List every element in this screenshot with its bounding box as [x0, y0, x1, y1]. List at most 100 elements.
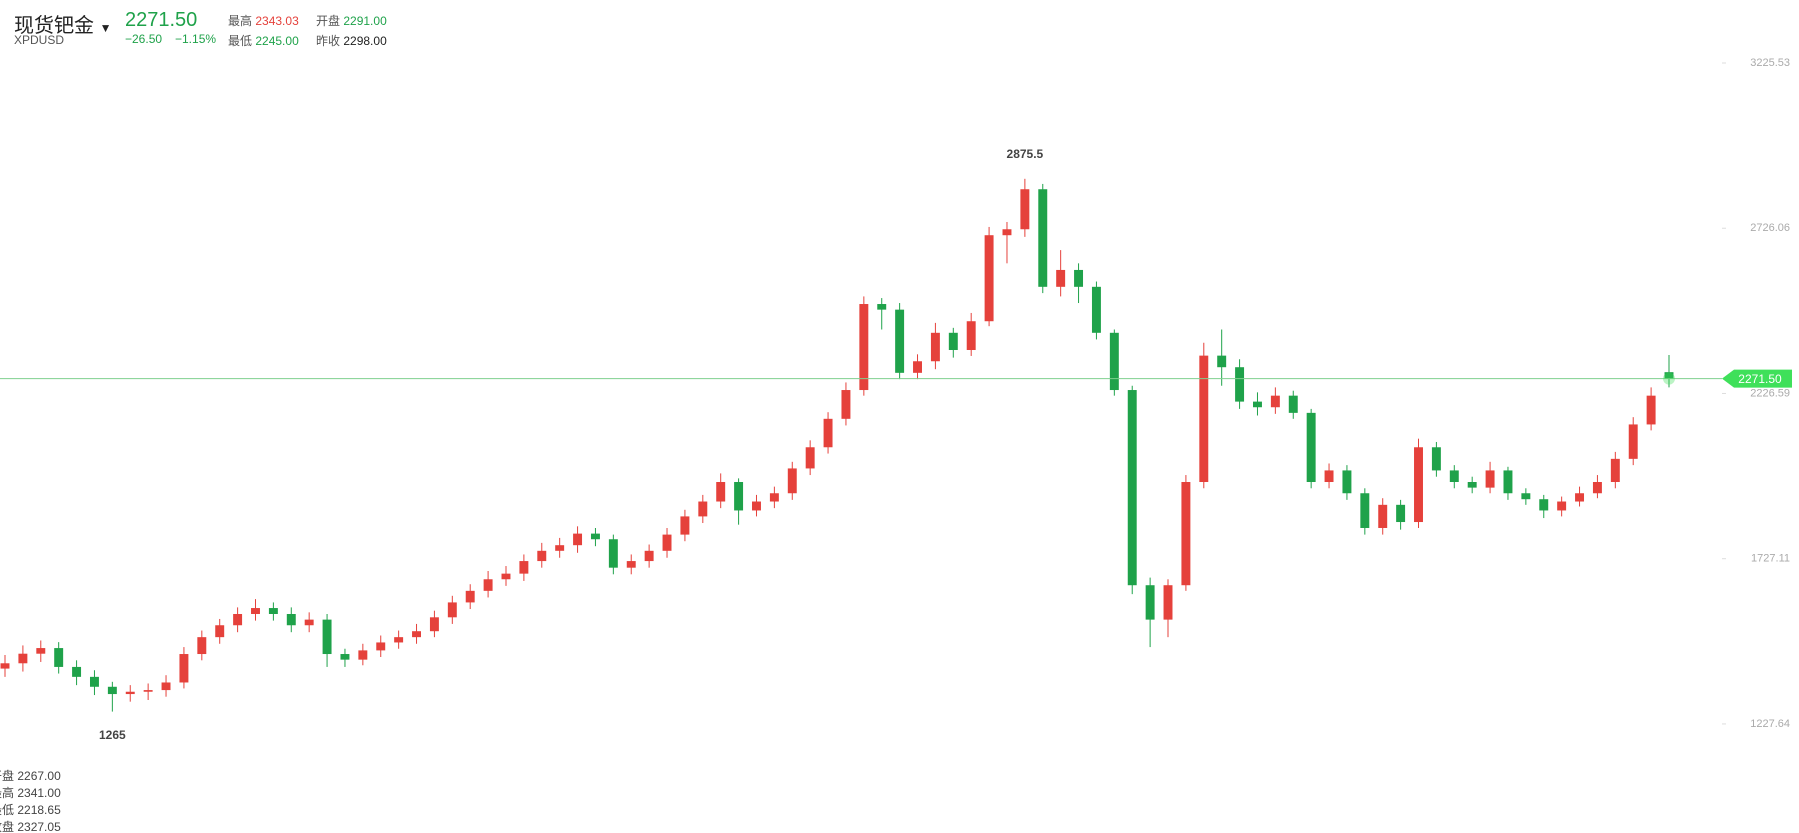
candle-body: [1575, 493, 1585, 502]
candle-body: [268, 608, 278, 614]
candle-body: [752, 501, 761, 511]
info-value: 2327.05: [17, 820, 61, 833]
stat: 昨收 2298.00: [316, 32, 387, 49]
candle-body: [1038, 189, 1048, 287]
max-annotation: 2875.5: [1007, 147, 1044, 161]
candle-body: [948, 332, 958, 351]
price: 2271.50: [125, 9, 198, 31]
hover-info: 收盘 2327.05: [0, 818, 61, 833]
last-price-glow: [1663, 372, 1675, 385]
candle-body: [125, 691, 135, 695]
candle-body: [787, 468, 797, 494]
candle-body: [769, 493, 779, 502]
candle-body: [1306, 412, 1316, 483]
candle-body: [1485, 470, 1495, 488]
candle-body: [1181, 482, 1191, 586]
stat-label: 昨收: [316, 34, 341, 48]
candle-body: [1288, 395, 1298, 413]
candle-body: [447, 602, 457, 618]
candle-body: [197, 637, 207, 655]
candle-body: [1056, 269, 1066, 287]
info-label: 收盘: [0, 820, 15, 833]
candle-body: [519, 561, 529, 574]
candle-body: [1664, 372, 1674, 379]
candle-body: [1360, 493, 1370, 528]
candle-body: [1270, 395, 1280, 408]
stat: 最低 2245.00: [228, 32, 299, 49]
candle-body: [1020, 189, 1030, 230]
y-tick-label: 1727.11: [1751, 553, 1790, 565]
candle-body: [716, 482, 726, 502]
stat-label: 最低: [228, 34, 253, 48]
candle-body: [412, 631, 421, 638]
candle-body: [1557, 501, 1567, 511]
candle-body: [501, 573, 511, 580]
hover-info: 最低 2218.65: [0, 801, 61, 818]
symbol: XPDUSD: [14, 33, 65, 47]
candle-body: [590, 533, 600, 540]
candle-body: [984, 235, 994, 322]
candle-body: [608, 539, 618, 568]
candle-body: [698, 501, 708, 517]
last-price-label: 2271.50: [1738, 372, 1782, 386]
candle-body: [1109, 332, 1119, 391]
candle-body: [1503, 470, 1513, 494]
candle-body: [161, 682, 171, 691]
stat-value: 2298.00: [343, 34, 387, 48]
candle-body: [644, 550, 654, 562]
candle-body: [537, 550, 547, 562]
candle-body: [54, 648, 64, 667]
candle-body: [1091, 286, 1101, 333]
candle-body: [286, 613, 296, 626]
candle-body: [805, 447, 815, 469]
y-tick-label: 1227.64: [1750, 718, 1790, 730]
y-tick-label: 2226.59: [1750, 387, 1790, 399]
hover-info: 开盘 2267.00: [0, 767, 61, 784]
candle-body: [394, 637, 404, 643]
candle-body: [1431, 447, 1441, 471]
candle-body: [895, 309, 905, 373]
candle-body: [304, 619, 314, 626]
candle-body: [1378, 504, 1388, 528]
candle-body: [1145, 585, 1155, 620]
candle-body: [18, 653, 28, 664]
hover-info: 最高 2341.00: [0, 784, 61, 801]
title[interactable]: 现货钯金: [14, 15, 94, 37]
change-pct: −1.15%: [175, 32, 217, 46]
candle-body: [179, 654, 189, 683]
stat-value: 2291.00: [343, 14, 387, 28]
stat-label: 最高: [228, 14, 253, 28]
candle-body: [1414, 447, 1423, 523]
candle-body: [1646, 395, 1656, 425]
candle-body: [913, 361, 922, 373]
y-tick-label: 2726.06: [1750, 222, 1790, 234]
candle-body: [1324, 470, 1334, 483]
candle-body: [89, 676, 99, 687]
candle-body: [0, 663, 10, 669]
info-label: 最高: [0, 786, 15, 800]
instrument-title[interactable]: 现货钯金 ▼: [14, 15, 112, 37]
min-annotation: 1265: [99, 728, 126, 742]
candle-body: [1235, 367, 1245, 402]
candle-body: [1521, 493, 1531, 500]
last-price-tag: [1722, 369, 1792, 388]
candle-body: [1449, 470, 1459, 483]
candle-body: [680, 516, 690, 535]
stat-label: 开盘: [316, 14, 341, 28]
candle-body: [36, 648, 46, 654]
candle-body: [573, 533, 583, 546]
info-label: 最低: [0, 803, 15, 817]
candle-body: [1163, 585, 1173, 620]
candle-body: [1127, 390, 1137, 586]
candle-body: [340, 654, 350, 660]
candle-body: [429, 617, 439, 632]
candle-body: [823, 418, 833, 448]
candle-body: [376, 642, 386, 651]
candle-body: [143, 690, 153, 692]
candle-body: [1396, 504, 1406, 523]
candle-body: [877, 304, 887, 310]
candle-body: [1467, 482, 1477, 488]
candle-body: [662, 534, 672, 551]
stat-value: 2343.03: [255, 14, 299, 28]
